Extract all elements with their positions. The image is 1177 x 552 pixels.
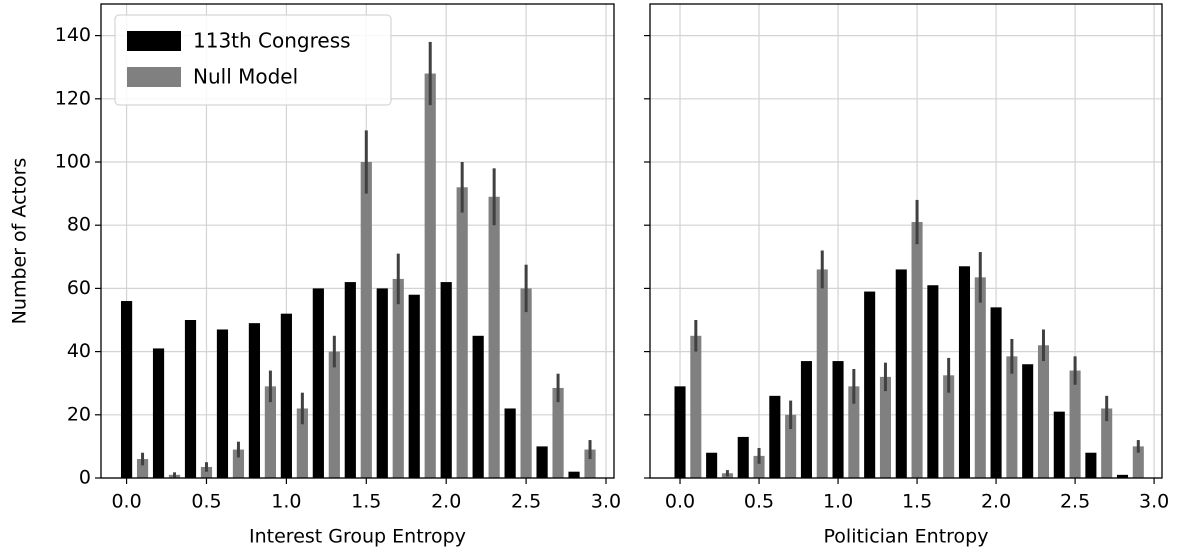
bar	[152, 348, 165, 478]
bar	[1101, 408, 1113, 478]
bar	[690, 335, 702, 478]
bar	[408, 294, 420, 478]
legend-label: 113th Congress	[193, 29, 351, 53]
x-tick-label: 1.0	[271, 491, 301, 513]
bar	[472, 335, 484, 478]
x-tick-label: 2.5	[511, 491, 541, 513]
bar	[584, 449, 596, 478]
x-tick-label: 2.0	[431, 491, 461, 513]
bar	[184, 320, 197, 478]
x-tick-label: 3.0	[591, 491, 621, 513]
x-tick-label: 1.5	[351, 491, 381, 513]
bar	[392, 278, 404, 478]
bar	[943, 375, 955, 478]
plot-frame	[649, 3, 1163, 479]
legend-label: Null Model	[193, 65, 298, 89]
bar	[990, 307, 1002, 478]
y-tick-label: 40	[67, 340, 91, 362]
bar	[737, 436, 749, 478]
legend-swatch	[127, 31, 181, 51]
x-tick-label: 0.5	[191, 491, 221, 513]
y-tick-label: 140	[55, 24, 91, 46]
bar	[312, 288, 324, 478]
bar	[424, 73, 436, 479]
bar	[816, 269, 828, 478]
x-tick-label: 2.5	[1060, 491, 1090, 513]
x-tick-label: 0.0	[665, 491, 695, 513]
bar	[520, 288, 532, 478]
bar	[927, 285, 939, 478]
plot-frame	[100, 3, 615, 479]
y-tick-label: 80	[67, 214, 91, 236]
x-tick-label: 1.5	[902, 491, 932, 513]
bar	[440, 282, 452, 478]
x-tick-label: 2.0	[981, 491, 1011, 513]
bar	[1037, 345, 1050, 478]
bar	[785, 414, 797, 478]
legend-box	[114, 14, 392, 106]
bar	[879, 376, 891, 478]
bar	[769, 395, 781, 478]
bar	[232, 449, 245, 478]
bar	[328, 351, 340, 478]
bar	[1022, 364, 1034, 478]
y-tick-label: 100	[55, 151, 91, 173]
bar	[488, 196, 500, 478]
bar	[1069, 370, 1081, 478]
bar	[1132, 446, 1144, 478]
bar	[280, 313, 292, 478]
y-tick-label: 120	[55, 87, 91, 109]
bar	[911, 222, 923, 478]
bar	[753, 455, 765, 478]
bar	[360, 162, 372, 478]
y-tick-label: 60	[67, 277, 91, 299]
bar	[264, 386, 276, 478]
bar	[344, 282, 356, 478]
x-tick-label: 3.0	[1139, 491, 1169, 513]
bar	[706, 452, 718, 478]
x-tick-label: 0.5	[744, 491, 774, 513]
bar	[958, 266, 970, 478]
bar	[800, 361, 812, 478]
bar	[568, 471, 580, 478]
bar	[1116, 474, 1129, 478]
bar	[200, 466, 213, 478]
bar	[1006, 356, 1018, 478]
legend-swatch	[127, 67, 181, 87]
bar	[864, 291, 876, 478]
bar	[216, 329, 229, 478]
bar	[248, 323, 261, 478]
bar	[674, 386, 686, 478]
x-tick-label: 0.0	[111, 491, 141, 513]
bar	[296, 408, 308, 478]
y-tick-label: 0	[79, 467, 91, 489]
bar	[1053, 411, 1065, 478]
bar	[552, 387, 564, 478]
bar	[848, 386, 860, 478]
x-axis-label: Interest Group Entropy	[249, 526, 466, 548]
bar	[120, 301, 133, 478]
bar	[456, 187, 468, 478]
y-axis-label: Number of Actors	[9, 158, 31, 325]
bar	[536, 446, 548, 478]
bar	[504, 408, 516, 478]
bar	[136, 459, 149, 478]
bar	[974, 277, 986, 478]
bar	[832, 361, 844, 478]
bar	[376, 288, 388, 478]
x-tick-label: 1.0	[823, 491, 853, 513]
y-tick-label: 20	[67, 403, 91, 425]
bar	[895, 269, 907, 478]
bar	[1085, 452, 1097, 478]
x-axis-label: Politician Entropy	[824, 526, 989, 548]
